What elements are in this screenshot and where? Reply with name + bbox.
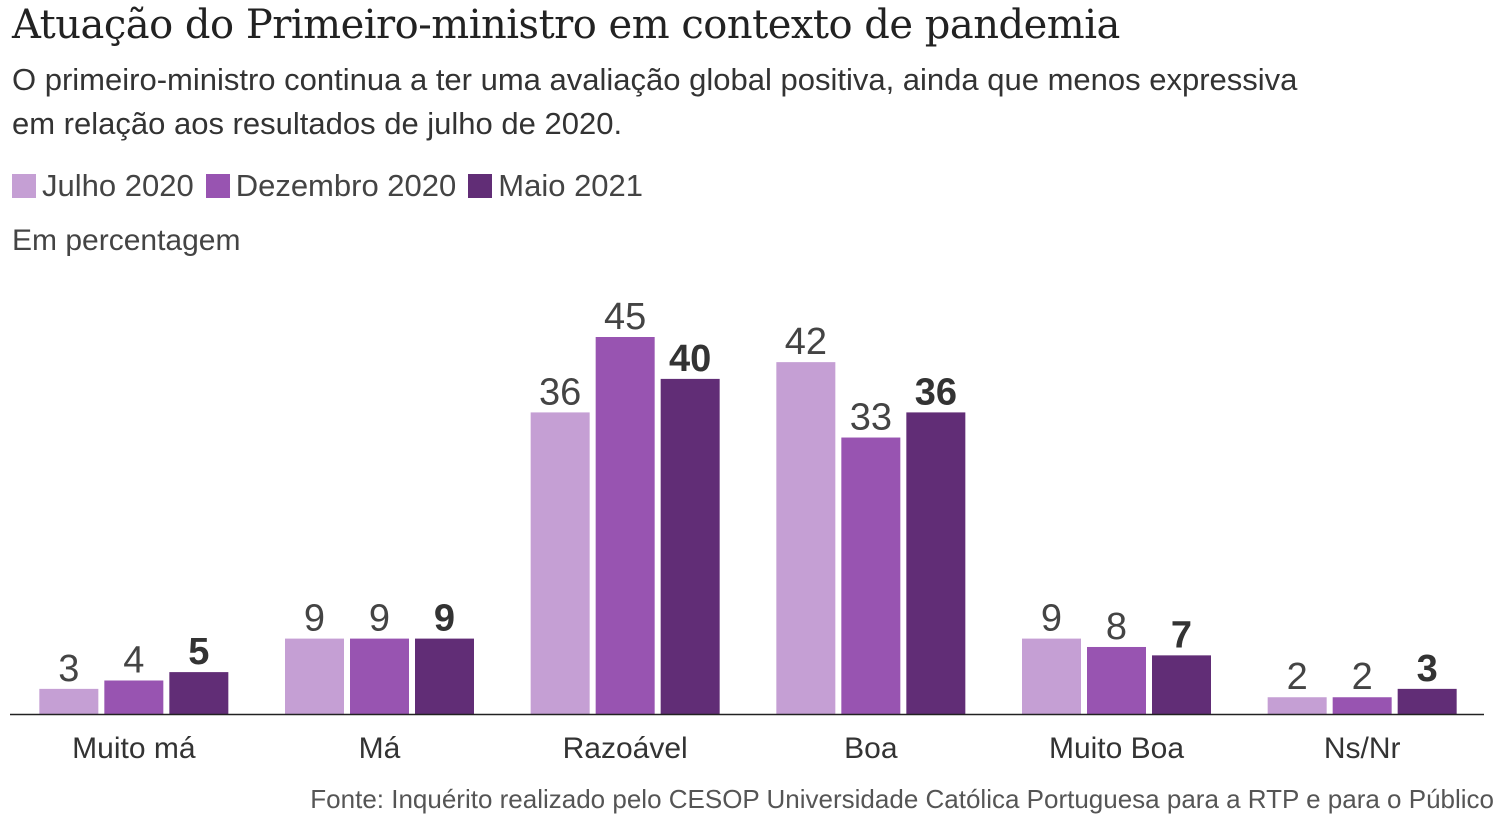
bar-ns-nr-maio-2021 — [1397, 688, 1457, 714]
value-label-ns-nr-maio-2021: 3 — [1417, 648, 1438, 690]
value-label-boa-dezembro-2020: 33 — [850, 397, 892, 439]
chart-subtitle: O primeiro-ministro continua a ter uma a… — [12, 62, 1298, 141]
legend-item-dezembro-2020: Dezembro 2020 — [205, 168, 457, 204]
category-label-muito-ma: Muito má — [72, 732, 196, 765]
value-label-boa-maio-2021: 36 — [915, 371, 957, 413]
value-label-muito-boa-julho-2020: 9 — [1041, 598, 1062, 640]
bar-boa-dezembro-2020 — [841, 437, 901, 714]
value-label-ma-dezembro-2020: 9 — [369, 598, 390, 640]
bar-boa-maio-2021 — [906, 412, 966, 714]
bar-muito-ma-maio-2021 — [169, 672, 229, 714]
value-label-ns-nr-julho-2020: 2 — [1287, 656, 1308, 698]
bar-boa-julho-2020 — [776, 362, 836, 714]
value-label-razoavel-julho-2020: 36 — [539, 371, 581, 413]
legend-swatch-dezembro-2020 — [205, 174, 230, 198]
bar-ns-nr-julho-2020 — [1267, 697, 1327, 714]
legend-label-julho-2020: Julho 2020 — [42, 168, 194, 203]
value-label-muito-ma-maio-2021: 5 — [188, 631, 209, 673]
legend-label-dezembro-2020: Dezembro 2020 — [235, 168, 457, 203]
value-label-ma-julho-2020: 9 — [304, 598, 325, 640]
value-label-muito-boa-maio-2021: 7 — [1171, 614, 1192, 656]
category-label-ma: Má — [359, 732, 401, 765]
bar-muito-boa-maio-2021 — [1152, 655, 1211, 714]
bar-muito-boa-julho-2020 — [1022, 638, 1081, 714]
legend-label-maio-2021: Maio 2021 — [498, 168, 644, 203]
bar-muito-boa-dezembro-2020 — [1087, 646, 1146, 714]
bar-ns-nr-dezembro-2020 — [1332, 697, 1392, 714]
bar-ma-dezembro-2020 — [350, 638, 409, 714]
chart-title: Atuação do Primeiro-ministro em contexto… — [12, 2, 1120, 48]
legend-swatch-maio-2021 — [468, 174, 493, 198]
legend: Julho 2020 Dezembro 2020 Maio 2021 — [12, 168, 655, 204]
bar-ma-maio-2021 — [415, 638, 474, 714]
category-label-ns-nr: Ns/Nr — [1324, 732, 1401, 765]
category-label-muito-boa: Muito Boa — [1049, 732, 1184, 765]
value-label-ns-nr-dezembro-2020: 2 — [1352, 656, 1373, 698]
value-label-boa-julho-2020: 42 — [785, 321, 827, 363]
bar-ma-julho-2020 — [285, 638, 344, 714]
value-label-razoavel-maio-2021: 40 — [669, 338, 711, 380]
source-note: Fonte: Inquérito realizado pelo CESOP Un… — [310, 784, 1494, 814]
value-label-muito-ma-dezembro-2020: 4 — [123, 639, 144, 681]
value-label-muito-boa-dezembro-2020: 8 — [1106, 606, 1127, 648]
bar-muito-ma-julho-2020 — [39, 688, 99, 714]
category-label-razoavel: Razoável — [563, 732, 688, 765]
value-label-ma-maio-2021: 9 — [434, 598, 455, 640]
bar-razoavel-dezembro-2020 — [595, 337, 655, 714]
bar-muito-ma-dezembro-2020 — [104, 680, 164, 714]
legend-item-julho-2020: Julho 2020 — [12, 168, 194, 204]
category-label-boa: Boa — [844, 732, 898, 765]
legend-item-maio-2021: Maio 2021 — [468, 168, 643, 204]
value-label-muito-ma-julho-2020: 3 — [58, 648, 79, 690]
bar-razoavel-julho-2020 — [530, 412, 590, 714]
value-label-razoavel-dezembro-2020: 45 — [604, 296, 646, 338]
legend-swatch-julho-2020 — [12, 174, 36, 198]
unit-note: Em percentagem — [12, 224, 241, 257]
bar-razoavel-maio-2021 — [660, 378, 720, 714]
